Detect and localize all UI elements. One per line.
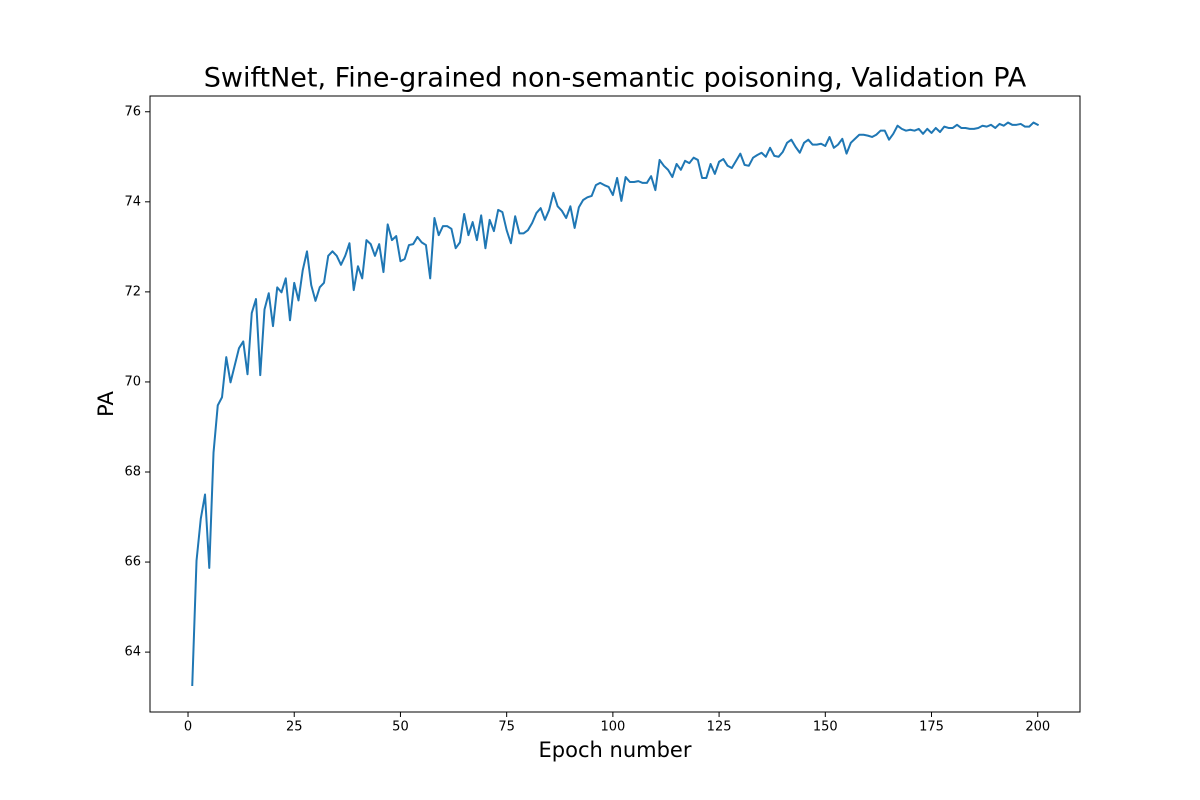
y-tick-label: 68 xyxy=(124,464,141,479)
x-tick-label: 175 xyxy=(919,720,944,735)
line-series xyxy=(191,121,1040,687)
x-tick-label: 150 xyxy=(813,720,838,735)
x-tick-label: 200 xyxy=(1025,720,1050,735)
x-axis-label: Epoch number xyxy=(539,738,692,762)
y-tick-label: 74 xyxy=(124,194,141,209)
x-tick-label: 25 xyxy=(286,720,303,735)
x-tick-label: 125 xyxy=(707,720,732,735)
x-tick-label: 50 xyxy=(392,720,409,735)
y-tick-label: 64 xyxy=(124,645,141,660)
y-tick-label: 66 xyxy=(124,555,141,570)
chart-title: SwiftNet, Fine-grained non-semantic pois… xyxy=(204,63,1027,94)
y-axis-label: PA xyxy=(94,391,118,417)
plot-frame xyxy=(149,95,1081,713)
x-tick-label: 75 xyxy=(498,720,515,735)
y-tick-label: 76 xyxy=(124,104,141,119)
y-tick-label: 72 xyxy=(124,284,141,299)
y-tick-label: 70 xyxy=(124,374,141,389)
x-tick-label: 100 xyxy=(600,720,625,735)
x-tick-label: 0 xyxy=(184,720,192,735)
